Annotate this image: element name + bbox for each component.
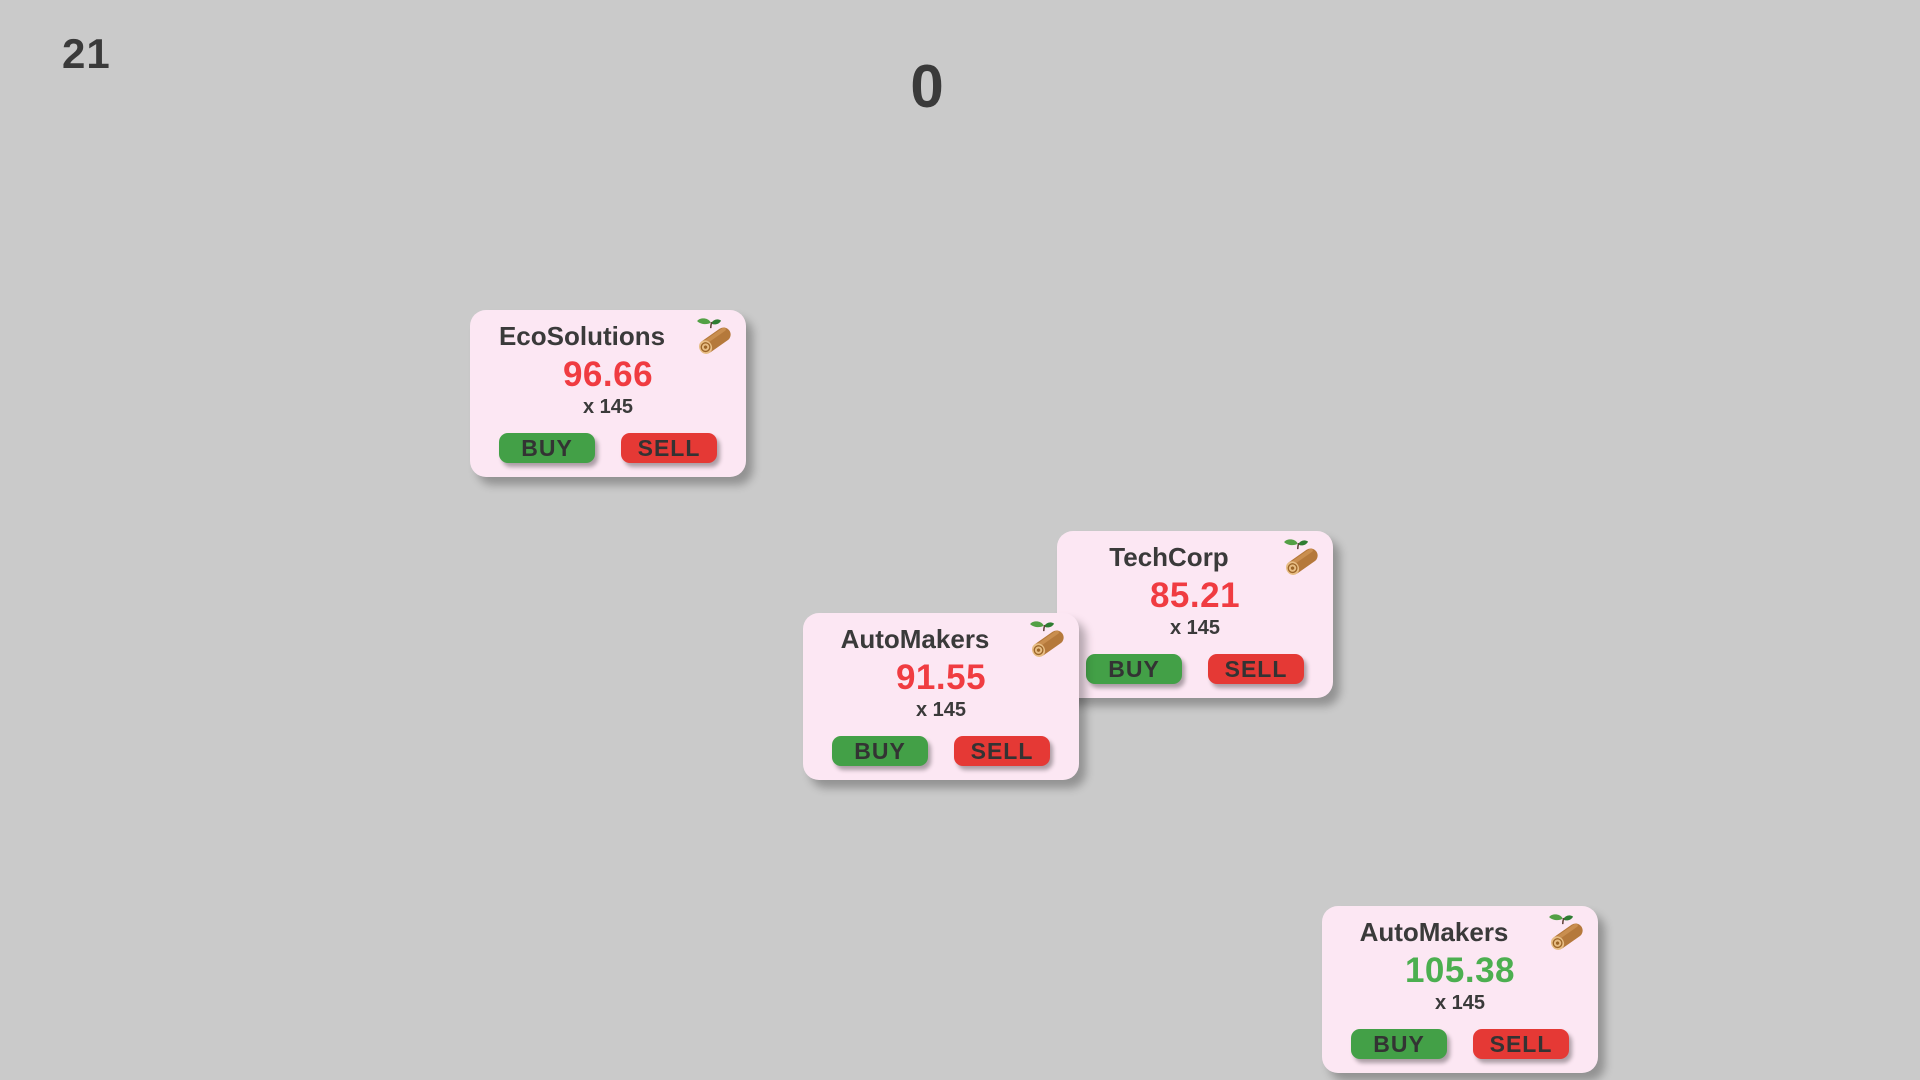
stock-card-techcorp: TechCorp 85.21 x 145 BUY SELL [1057,531,1333,698]
wood-log-icon [1279,536,1324,581]
buy-button[interactable]: BUY [499,433,595,463]
wood-log-icon [1025,618,1070,663]
card-actions: BUY SELL [470,433,746,463]
stock-card-automakers-2: AutoMakers 105.38 x 145 BUY SELL [1322,906,1598,1073]
stock-price: 105.38 [1404,951,1516,990]
card-header: AutoMakers [803,623,1079,654]
sell-button[interactable]: SELL [1208,654,1304,684]
stock-price: 85.21 [1149,576,1241,615]
top-counter: 0 [910,53,944,120]
holdings-quantity: x 145 [1169,617,1221,639]
holdings-quantity: x 145 [1434,992,1486,1014]
wood-log-icon [1544,911,1589,956]
sell-button[interactable]: SELL [954,736,1050,766]
score-counter: 21 [62,30,111,77]
card-actions: BUY SELL [1322,1029,1598,1059]
stock-card-automakers: AutoMakers 91.55 x 145 BUY SELL [803,613,1079,780]
card-header: EcoSolutions [470,320,746,351]
card-actions: BUY SELL [1057,654,1333,684]
stock-name: TechCorp [1109,541,1229,572]
card-header: TechCorp [1057,541,1333,572]
card-header: AutoMakers [1322,916,1598,947]
stock-name: AutoMakers [840,623,990,654]
buy-button[interactable]: BUY [832,736,928,766]
buy-button[interactable]: BUY [1086,654,1182,684]
buy-button[interactable]: BUY [1351,1029,1447,1059]
stock-price: 91.55 [895,658,987,697]
stock-name: AutoMakers [1359,916,1509,947]
holdings-quantity: x 145 [915,699,967,721]
stock-price: 96.66 [562,355,654,394]
holdings-quantity: x 145 [582,396,634,418]
sell-button[interactable]: SELL [1473,1029,1569,1059]
stock-card-ecosolutions: EcoSolutions 96.66 x 145 BUY SELL [470,310,746,477]
stock-name: EcoSolutions [498,320,666,351]
card-actions: BUY SELL [803,736,1079,766]
sell-button[interactable]: SELL [621,433,717,463]
wood-log-icon [692,315,737,360]
